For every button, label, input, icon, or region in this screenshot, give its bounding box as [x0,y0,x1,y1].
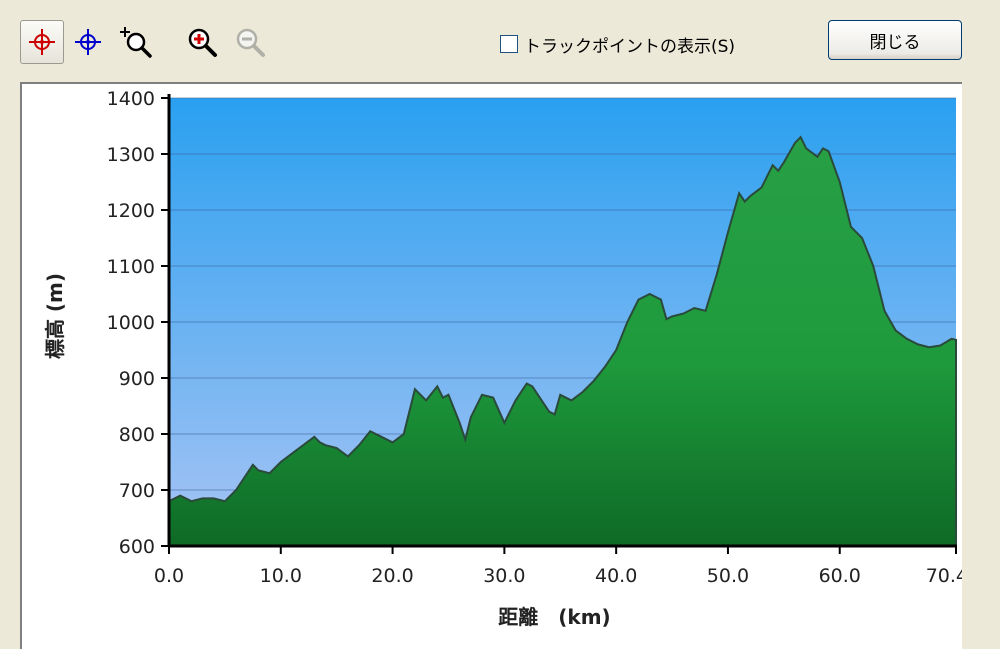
track-points-checkbox[interactable] [500,35,518,53]
elevation-chart: 600 700 800 900 1000 1100 1200 1300 1400 0.0 10.0 2… [43,88,962,629]
y-tick-label-1000: 1000 [107,312,155,334]
blue-crosshair-icon [75,29,101,55]
x-tick-label-70.4: 70.4 [926,565,962,587]
x-tick-label-50.0: 50.0 [707,565,749,587]
toolbar: トラックポイントの表示(S) 閉じる [0,0,1000,82]
x-axis-title: 距離 (km) [498,605,610,629]
y-tick-label-800: 800 [119,424,155,446]
red-crosshair-icon [29,29,55,55]
close-button[interactable]: 閉じる [828,20,962,60]
x-tick-label-0.0: 0.0 [154,565,184,587]
chart-panel: 600 700 800 900 1000 1100 1200 1300 1400 0.0 10.0 2… [20,82,962,649]
y-tick-label-600: 600 [119,536,155,558]
red-crosshair-tool-button[interactable] [20,20,64,64]
y-tick-label-1300: 1300 [107,144,155,166]
x-tick-label-20.0: 20.0 [371,565,413,587]
zoom-area-tool-button[interactable] [114,20,158,64]
y-tick-label-700: 700 [119,480,155,502]
y-tick-label-1400: 1400 [107,88,155,110]
track-points-label: トラックポイントの表示(S) [524,36,736,57]
y-tick-label-1200: 1200 [107,200,155,222]
x-tick-label-10.0: 10.0 [260,565,302,587]
blue-crosshair-tool-button[interactable] [66,20,110,64]
zoom-out-icon [236,28,265,57]
y-tick-label-1100: 1100 [107,256,155,278]
track-points-toggle[interactable]: トラックポイントの表示(S) [500,30,735,58]
y-axis-title: 標高 (m) [43,273,67,359]
zoom-in-icon [188,28,217,57]
zoom-area-icon [120,27,152,58]
x-tick-label-40.0: 40.0 [595,565,637,587]
elevation-area [168,135,957,547]
y-tick-label-900: 900 [119,368,155,390]
zoom-out-tool-button[interactable] [228,20,272,64]
x-tick-label-30.0: 30.0 [483,565,525,587]
window-edge [962,82,1000,649]
zoom-in-tool-button[interactable] [180,20,224,64]
x-tick-label-60.0: 60.0 [819,565,861,587]
